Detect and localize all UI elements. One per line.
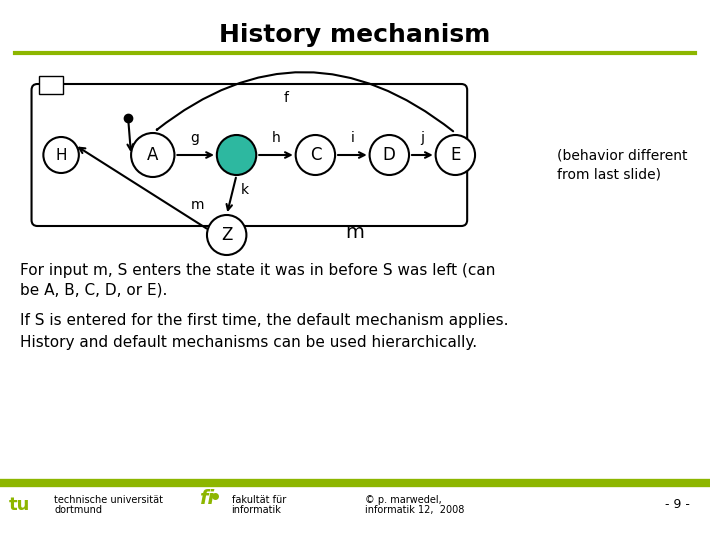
Text: informatik: informatik [232,505,282,515]
Text: S: S [46,76,56,91]
Text: fi: fi [199,489,215,508]
Text: fakultät für: fakultät für [232,495,286,505]
Text: C: C [310,146,321,164]
Text: History and default mechanisms can be used hierarchically.: History and default mechanisms can be us… [19,334,477,349]
Text: h: h [271,131,280,145]
Text: tu: tu [9,496,30,514]
Circle shape [369,135,409,175]
Circle shape [296,135,335,175]
Circle shape [43,137,79,173]
Text: D: D [383,146,396,164]
Text: m: m [190,198,204,212]
Text: j: j [420,131,424,145]
Text: A: A [147,146,158,164]
Text: History mechanism: History mechanism [219,23,490,47]
Circle shape [217,135,256,175]
Text: For input m, S enters the state it was in before S was left (can: For input m, S enters the state it was i… [19,262,495,278]
Text: m: m [346,222,364,241]
Text: © p. marwedel,: © p. marwedel, [364,495,441,505]
FancyBboxPatch shape [32,84,467,226]
Text: f: f [284,91,288,105]
Text: be A, B, C, D, or E).: be A, B, C, D, or E). [19,282,167,298]
Text: k: k [240,183,248,197]
Text: Z: Z [221,226,233,244]
Text: (behavior different
from last slide): (behavior different from last slide) [557,148,688,182]
FancyBboxPatch shape [40,76,63,94]
Text: - 9 -: - 9 - [665,498,690,511]
FancyArrowPatch shape [157,72,453,131]
Text: i: i [351,131,354,145]
Text: technische universität: technische universität [54,495,163,505]
Circle shape [436,135,475,175]
Text: E: E [450,146,461,164]
Text: informatik 12,  2008: informatik 12, 2008 [364,505,464,515]
Circle shape [131,133,174,177]
Text: g: g [190,131,199,145]
Text: dortmund: dortmund [54,505,102,515]
Text: H: H [55,147,67,163]
Circle shape [207,215,246,255]
Text: If S is entered for the first time, the default mechanism applies.: If S is entered for the first time, the … [19,313,508,327]
